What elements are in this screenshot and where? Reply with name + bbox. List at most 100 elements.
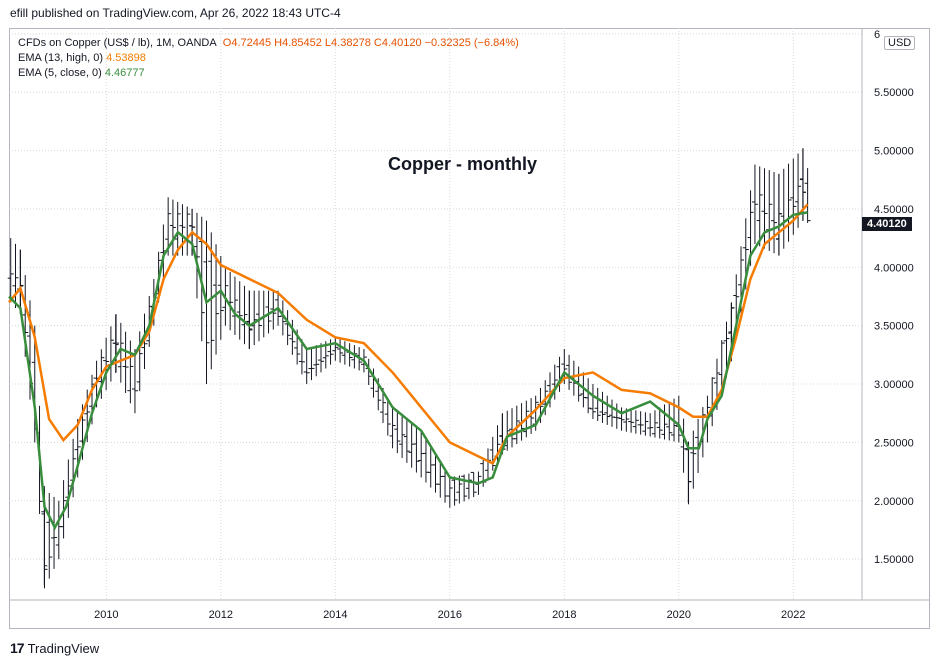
ema5-legend[interactable]: EMA (5, close, 0) 4.46777 xyxy=(18,66,519,81)
ohlc-bar xyxy=(231,276,238,335)
ohlc-bar xyxy=(756,166,763,247)
ohlc-bar xyxy=(685,442,692,505)
ohlc-bar xyxy=(446,477,453,508)
ohlc-bar xyxy=(489,436,496,471)
ohlc-bar xyxy=(751,164,758,244)
chart-frame[interactable] xyxy=(9,28,930,629)
ohlc-bar xyxy=(656,407,663,439)
ohlc-bar xyxy=(46,492,53,579)
time-axis: 2010 2012 2014 2016 2018 2020 2022 xyxy=(94,609,805,621)
ohlc-bar xyxy=(284,310,291,346)
ohlc-bar xyxy=(451,476,458,506)
ohlc-bar xyxy=(594,387,601,422)
ohlc-bar xyxy=(251,290,258,346)
currency-badge[interactable]: USD xyxy=(884,36,916,50)
ohlc-bar xyxy=(618,407,625,431)
ohlc-bar xyxy=(661,404,668,440)
tradingview-logo-icon: 17 xyxy=(10,640,25,656)
ohlc-bar xyxy=(298,339,305,375)
tradingview-logo[interactable]: 17 TradingView xyxy=(10,640,99,656)
ohlc-bar xyxy=(785,163,792,242)
ohlc-bar xyxy=(642,412,649,436)
x-tick-label: 2016 xyxy=(438,609,462,621)
x-tick-label: 2022 xyxy=(781,609,805,621)
y-tick-label: 2.00000 xyxy=(874,496,914,508)
ohlc-bar xyxy=(609,399,616,427)
ohlc-bar xyxy=(470,471,477,498)
ohlc-bar xyxy=(122,331,129,394)
ohlc-bar xyxy=(599,391,606,423)
y-tick-label: 3.00000 xyxy=(874,379,914,391)
y-tick-label: 1.50000 xyxy=(874,554,914,566)
ema13-line xyxy=(8,203,809,466)
x-tick-label: 2018 xyxy=(552,609,576,621)
ohlc-bar xyxy=(318,343,325,373)
chart-legend: CFDs on Copper (US$ / lb), 1M, OANDA O4.… xyxy=(18,36,519,81)
ohlc-bar xyxy=(117,322,124,383)
y-tick-label: 2.50000 xyxy=(874,437,914,449)
ohlc-bar xyxy=(107,326,114,382)
ema5-label: EMA (5, close, 0) xyxy=(18,67,102,79)
ohlc-bar xyxy=(246,290,253,350)
y-tick-label: 4.50000 xyxy=(874,204,914,216)
ohlc-bar xyxy=(413,426,420,473)
ohlc-bar xyxy=(566,354,573,390)
ohlc-bar xyxy=(136,331,143,392)
ohlc-bar xyxy=(389,407,396,449)
x-tick-label: 2012 xyxy=(209,609,233,621)
ohlc-bar xyxy=(589,384,596,420)
ohlc-values: O4.72445 H4.85452 L4.38278 C4.40120 −0.3… xyxy=(222,37,519,49)
ohlc-bar xyxy=(217,255,224,340)
ohlc-bar xyxy=(337,339,344,363)
y-tick-label: 6 xyxy=(874,29,880,41)
ohlc-bar xyxy=(775,173,782,256)
ohlc-bar xyxy=(771,171,778,254)
ohlc-bar xyxy=(51,496,58,569)
ohlc-bar xyxy=(169,199,176,256)
ohlc-bar xyxy=(213,244,220,355)
ohlc-bar xyxy=(399,415,406,458)
last-price-tag: 4.40120 xyxy=(862,217,912,231)
ohlc-bar xyxy=(184,206,191,256)
ohlc-bar xyxy=(632,410,639,434)
symbol-name[interactable]: CFDs on Copper (US$ / lb), 1M, OANDA xyxy=(18,37,217,49)
ema13-legend[interactable]: EMA (13, high, 0) 4.53898 xyxy=(18,51,519,66)
ohlc-bar xyxy=(628,409,635,433)
ohlc-bar xyxy=(103,337,110,391)
ohlc-bar xyxy=(651,410,658,438)
ohlc-bar xyxy=(509,408,516,448)
ohlc-bar xyxy=(255,290,262,342)
ohlc-bar xyxy=(265,290,272,334)
ohlc-bar xyxy=(12,243,19,309)
ohlc-bar xyxy=(346,343,353,367)
ohlc-bar xyxy=(761,168,768,249)
ohlc-bar xyxy=(403,419,410,463)
x-tick-label: 2010 xyxy=(94,609,118,621)
ohlc-bar xyxy=(193,212,200,299)
ohlc-bar xyxy=(461,474,468,502)
grid-lines xyxy=(9,28,862,600)
ohlc-bar xyxy=(332,337,339,361)
ema13-value: 4.53898 xyxy=(106,52,146,64)
ohlc-bar xyxy=(303,349,310,385)
ohlc-bar xyxy=(131,349,138,414)
ohlc-bar xyxy=(384,397,391,436)
x-tick-label: 2020 xyxy=(667,609,691,621)
ohlc-bar xyxy=(260,290,267,338)
ohlc-bar xyxy=(236,281,243,340)
y-tick-label: 5.00000 xyxy=(874,146,914,158)
ohlc-bar xyxy=(418,430,425,478)
ohlc-bar xyxy=(313,345,320,377)
ohlc-bar xyxy=(422,438,429,483)
ohlc-bar xyxy=(208,232,215,370)
ohlc-bar xyxy=(780,168,787,249)
y-tick-label: 5.50000 xyxy=(874,87,914,99)
ohlc-bar xyxy=(513,405,520,445)
ema13-label: EMA (13, high, 0) xyxy=(18,52,103,64)
ohlc-bar xyxy=(408,422,415,468)
ohlc-bar xyxy=(647,413,654,437)
ohlc-bar xyxy=(585,378,592,414)
ohlc-bar xyxy=(55,500,62,560)
ohlc-bar xyxy=(308,347,315,381)
